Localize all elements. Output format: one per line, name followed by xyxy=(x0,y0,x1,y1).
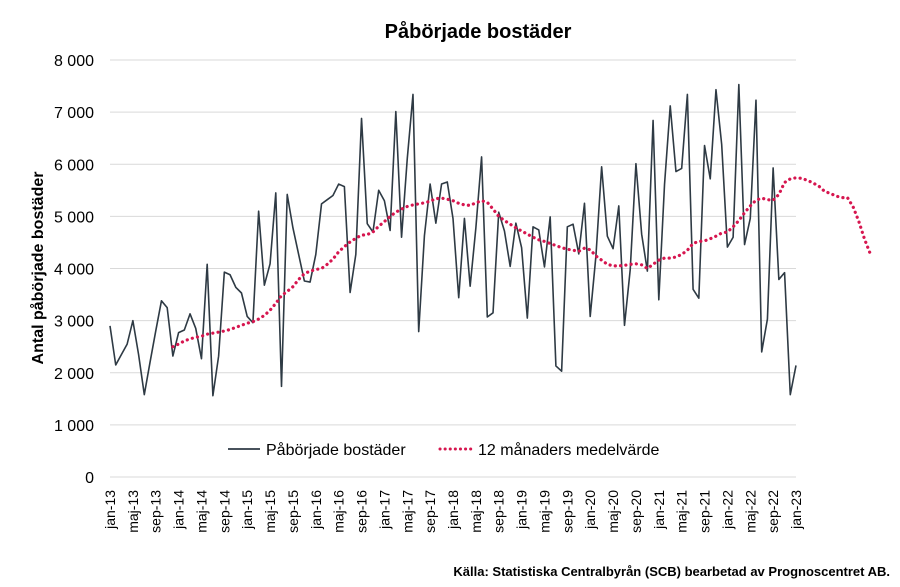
y-tick-8000: 8 000 xyxy=(54,53,94,70)
x-tick-maj-15: maj-15 xyxy=(262,490,278,533)
x-tick-maj-16: maj-16 xyxy=(331,490,347,533)
y-tick-0: 0 xyxy=(85,470,94,487)
x-tick-maj-21: maj-21 xyxy=(674,490,690,533)
legend-label-average: 12 månaders medelvärde xyxy=(478,441,660,459)
x-tick-jan-21: jan-21 xyxy=(651,490,667,530)
y-tick-4000: 4 000 xyxy=(54,262,94,279)
x-tick-maj-13: maj-13 xyxy=(125,490,141,533)
x-tick-sep-13: sep-13 xyxy=(148,490,164,533)
x-tick-sep-16: sep-16 xyxy=(354,490,370,533)
x-tick-jan-18: jan-18 xyxy=(445,490,461,530)
series-line-average xyxy=(171,176,872,349)
y-tick-5000: 5 000 xyxy=(54,209,94,226)
x-tick-sep-15: sep-15 xyxy=(285,490,301,533)
x-tick-maj-18: maj-18 xyxy=(468,490,484,533)
x-tick-jan-20: jan-20 xyxy=(582,490,598,530)
chart-title: Påbörjade bostäder xyxy=(385,20,572,43)
y-tick-2000: 2 000 xyxy=(54,366,94,383)
x-tick-labels: jan-13 maj-13 sep-13 jan-14 maj-14 sep-14 jan-… xyxy=(102,490,804,533)
y-tick-3000: 3 000 xyxy=(54,314,94,331)
x-tick-sep-20: sep-20 xyxy=(628,490,644,533)
x-tick-sep-18: sep-18 xyxy=(491,490,507,533)
y-axis-label: Antal påbörjade bostäder xyxy=(29,172,47,365)
y-tick-6000: 6 000 xyxy=(54,157,94,174)
x-tick-jan-19: jan-19 xyxy=(514,490,530,530)
series-group xyxy=(109,83,872,397)
x-tick-jan-14: jan-14 xyxy=(171,490,187,530)
x-tick-sep-21: sep-21 xyxy=(697,490,713,533)
x-tick-maj-20: maj-20 xyxy=(605,490,621,533)
x-tick-jan-23: jan-23 xyxy=(788,490,804,530)
series-line-starts xyxy=(109,83,797,397)
x-tick-sep-19: sep-19 xyxy=(559,490,575,533)
x-tick-maj-22: maj-22 xyxy=(742,490,758,533)
legend-label-starts: Påbörjade bostäder xyxy=(266,441,406,459)
x-tick-sep-17: sep-17 xyxy=(422,490,438,533)
x-tick-sep-22: sep-22 xyxy=(765,490,781,533)
x-tick-jan-17: jan-17 xyxy=(376,490,392,530)
legend: Påbörjade bostäder 12 månaders medelvärd… xyxy=(228,441,660,459)
x-tick-jan-16: jan-16 xyxy=(308,490,324,530)
x-tick-sep-14: sep-14 xyxy=(216,490,232,533)
x-tick-jan-13: jan-13 xyxy=(102,490,118,530)
y-tick-labels: 0 1 000 2 000 3 000 4 000 5 000 6 000 7 000 8 00… xyxy=(54,53,94,487)
x-tick-maj-19: maj-19 xyxy=(536,490,552,533)
x-tick-jan-22: jan-22 xyxy=(719,490,735,530)
y-tick-1000: 1 000 xyxy=(54,418,94,435)
x-tick-jan-15: jan-15 xyxy=(239,490,255,530)
source-note: Källa: Statistiska Centralbyrån (SCB) be… xyxy=(453,564,890,579)
x-tick-maj-17: maj-17 xyxy=(399,490,415,533)
y-tick-7000: 7 000 xyxy=(54,105,94,122)
x-tick-maj-14: maj-14 xyxy=(193,490,209,533)
